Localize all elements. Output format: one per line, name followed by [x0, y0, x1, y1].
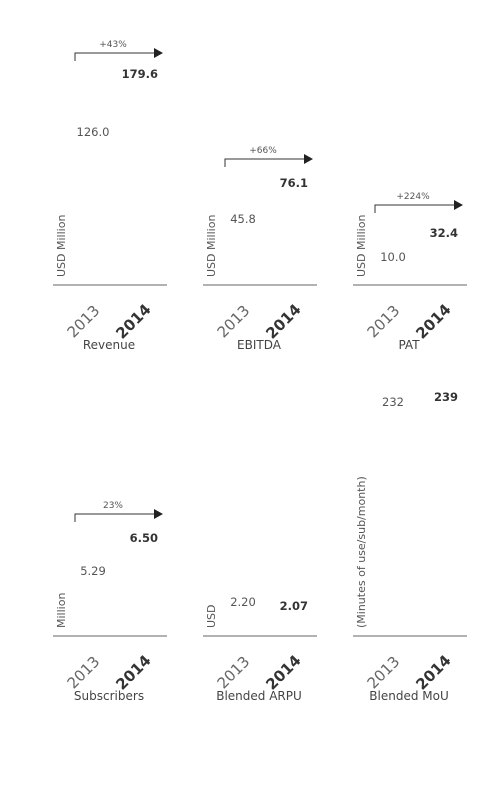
x-tick-label-2014: 2014	[412, 651, 454, 693]
chart-title: Blended ARPU	[216, 689, 302, 703]
y-axis-label: USD Million	[55, 215, 68, 277]
x-tick-label-2013: 2013	[364, 653, 404, 693]
x-tick-label-2014: 2014	[412, 300, 454, 342]
growth-arrow-line	[74, 52, 155, 61]
value-label-2013: 126.0	[77, 125, 110, 139]
x-tick-label-2013: 2013	[64, 302, 104, 342]
growth-arrow-line	[74, 513, 155, 522]
value-label-2014: 76.1	[280, 176, 308, 190]
x-tick-label-2014: 2014	[112, 300, 154, 342]
growth-label: +66%	[249, 146, 277, 156]
y-axis-label: USD Million	[205, 215, 218, 277]
growth-label: +224%	[396, 192, 430, 202]
chart-panel-blended-mou: (Minutes of use/sub/month) 232 239 2013 2014…	[353, 390, 467, 703]
value-label-2014: 6.50	[130, 531, 158, 545]
y-axis-label: USD	[205, 604, 218, 628]
growth-arrow-head	[454, 200, 463, 210]
value-label-2014: 239	[434, 390, 458, 404]
chart-title: PAT	[398, 338, 420, 352]
growth-arrow-head	[304, 154, 313, 164]
growth-arrow-head	[154, 509, 163, 519]
value-label-2013: 232	[382, 395, 404, 409]
chart-title: Revenue	[83, 338, 135, 352]
value-label-2013: 2.20	[230, 595, 256, 609]
x-tick-label-2014: 2014	[262, 300, 304, 342]
y-axis-label: USD Million	[355, 215, 368, 277]
x-tick-label-2014: 2014	[112, 651, 154, 693]
value-label-2013: 45.8	[230, 212, 256, 226]
value-label-2013: 5.29	[80, 564, 106, 578]
growth-arrow-line	[374, 204, 455, 213]
value-label-2013: 10.0	[380, 250, 406, 264]
chart-title: EBITDA	[237, 338, 282, 352]
growth-arrow-head	[154, 48, 163, 58]
y-axis-label: Million	[55, 593, 68, 628]
x-tick-label-2013: 2013	[364, 302, 404, 342]
value-label-2014: 32.4	[430, 226, 458, 240]
y-axis-label: (Minutes of use/sub/month)	[355, 476, 368, 628]
value-label-2014: 179.6	[122, 67, 158, 81]
growth-label: +43%	[99, 40, 127, 50]
chart-title: Blended MoU	[369, 689, 448, 703]
value-label-2014: 2.07	[280, 599, 308, 613]
x-tick-label-2013: 2013	[214, 302, 254, 342]
x-tick-label-2014: 2014	[262, 651, 304, 693]
chart-title: Subscribers	[74, 689, 144, 703]
growth-arrow-line	[224, 158, 305, 167]
x-tick-label-2013: 2013	[214, 653, 254, 693]
growth-label: 23%	[103, 501, 123, 511]
x-tick-label-2013: 2013	[64, 653, 104, 693]
